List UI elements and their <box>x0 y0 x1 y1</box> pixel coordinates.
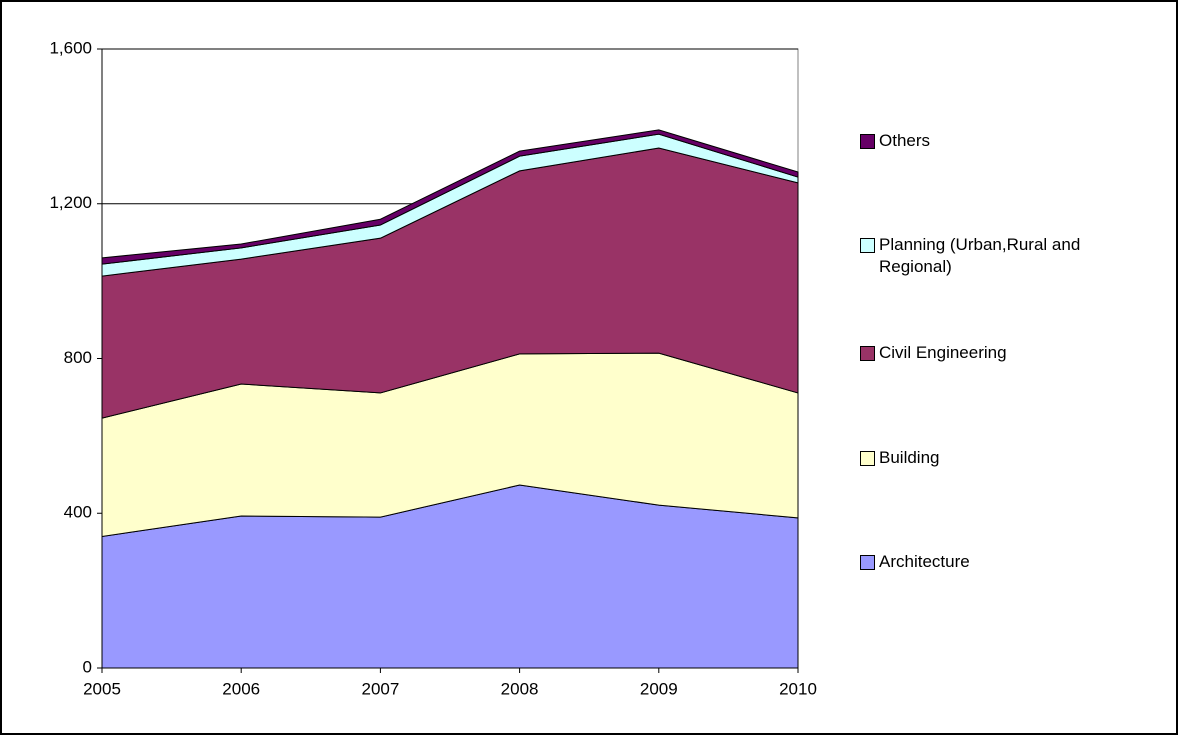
legend-label: Planning (Urban,Rural and Regional) <box>879 235 1081 276</box>
x-tick-label: 2006 <box>222 679 260 698</box>
x-tick-label: 2005 <box>83 679 121 698</box>
legend-item: Civil Engineering <box>860 342 1160 364</box>
legend-swatch <box>860 555 875 570</box>
y-tick-label: 0 <box>83 657 92 676</box>
legend-label: Civil Engineering <box>879 343 1007 362</box>
x-tick-label: 2009 <box>640 679 678 698</box>
y-tick-label: 800 <box>64 348 92 367</box>
x-tick-label: 2007 <box>361 679 399 698</box>
y-tick-label: 1,200 <box>49 193 92 212</box>
legend-swatch <box>860 238 875 253</box>
legend-label: Others <box>879 131 931 150</box>
x-tick-label: 2008 <box>501 679 539 698</box>
legend-item: Building <box>860 447 1160 469</box>
legend-swatch <box>860 451 875 466</box>
legend-label: Building <box>879 448 940 467</box>
legend-item: Others <box>860 130 1160 152</box>
legend-label: Architecture <box>879 552 970 571</box>
y-tick-label: 1,600 <box>49 38 92 57</box>
y-tick-label: 400 <box>64 503 92 522</box>
area <box>101 129 799 265</box>
legend-swatch <box>860 134 875 149</box>
x-tick-label: 2010 <box>779 679 817 698</box>
legend-swatch <box>860 346 875 361</box>
legend-item: Architecture <box>860 551 1160 573</box>
legend-item: Planning (Urban,Rural and Regional) <box>860 234 1160 278</box>
